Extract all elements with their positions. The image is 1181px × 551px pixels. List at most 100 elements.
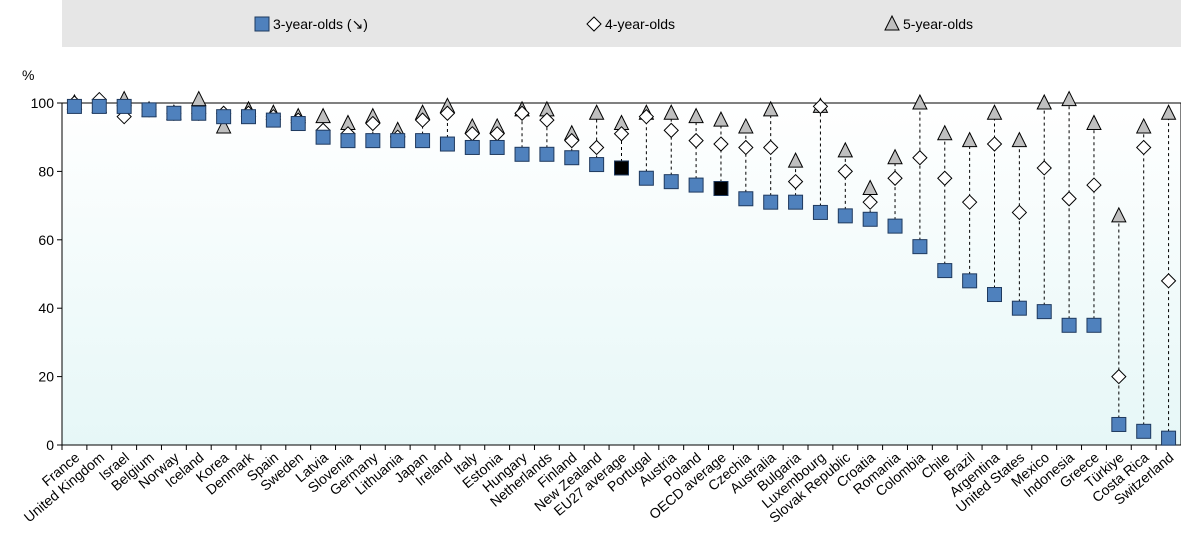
data-point [638, 170, 654, 186]
data-point [961, 194, 978, 210]
data-point [663, 104, 680, 120]
data-point [588, 104, 605, 120]
legend-band [62, 0, 1181, 47]
data-point [788, 194, 804, 210]
data-point [290, 116, 306, 132]
data-point [539, 146, 555, 162]
data-point [514, 105, 530, 121]
y-tick-label: 40 [38, 300, 54, 316]
data-point [614, 160, 629, 176]
data-point [539, 112, 555, 128]
data-point [912, 150, 928, 166]
data-point [1011, 300, 1027, 316]
data-point [1111, 206, 1127, 223]
data-point [713, 181, 729, 196]
data-point [787, 173, 804, 190]
data-point [564, 132, 580, 149]
y-tick-label: 60 [38, 232, 54, 248]
data-point [887, 218, 903, 234]
data-point [1036, 160, 1052, 176]
data-point [215, 117, 232, 134]
data-point [887, 148, 903, 165]
data-point [912, 93, 928, 110]
data-point [1061, 191, 1077, 207]
y-axis-label: % [22, 67, 34, 83]
data-point [713, 110, 729, 127]
data-point [589, 157, 605, 173]
data-point [564, 150, 580, 166]
data-point [986, 104, 1003, 120]
data-point [439, 105, 456, 121]
data-point [489, 139, 505, 155]
data-point [937, 263, 953, 279]
y-tick-label: 0 [46, 437, 54, 453]
data-point [887, 170, 903, 186]
data-point [390, 133, 406, 149]
data-point [1036, 304, 1052, 320]
data-point [688, 132, 704, 149]
data-point [1061, 90, 1077, 107]
y-tick-label: 20 [38, 369, 54, 385]
data-point [837, 163, 854, 180]
data-point [190, 90, 207, 107]
y-tick-label: 100 [31, 95, 55, 111]
data-point [862, 211, 878, 227]
data-point [191, 105, 207, 121]
data-point [763, 194, 779, 210]
data-point [937, 170, 953, 186]
data-point [91, 98, 107, 114]
data-point [613, 126, 630, 142]
data-point [414, 112, 431, 128]
data-point [1011, 204, 1028, 221]
data-point [987, 287, 1002, 303]
data-point [1011, 131, 1028, 148]
data-point [1135, 117, 1152, 134]
data-point [962, 273, 978, 289]
data-point [936, 124, 953, 141]
data-point [738, 117, 754, 134]
data-point [1111, 368, 1127, 385]
data-point [439, 136, 455, 152]
data-point [216, 109, 232, 125]
data-point [1135, 139, 1152, 156]
data-point [961, 131, 978, 148]
data-point [141, 102, 157, 118]
data-point [1036, 93, 1053, 110]
data-point [663, 122, 679, 139]
data-point [837, 141, 854, 158]
legend-label: 3-year-olds (↘) [273, 16, 368, 32]
data-point [638, 108, 655, 125]
data-point [315, 129, 331, 145]
data-point [713, 136, 729, 152]
data-point [514, 146, 530, 162]
data-point [663, 174, 679, 190]
y-tick-label: 80 [38, 163, 54, 179]
data-point [265, 112, 281, 128]
data-point [1160, 104, 1177, 120]
data-point [464, 139, 480, 155]
data-point [1161, 430, 1177, 446]
data-point [762, 139, 779, 156]
data-point [762, 100, 779, 117]
data-point [588, 139, 605, 156]
data-point [812, 98, 829, 115]
data-point [166, 105, 182, 121]
data-point [986, 136, 1003, 152]
data-point [862, 194, 878, 210]
data-point [1061, 317, 1077, 333]
legend-label: 4-year-olds [605, 16, 675, 32]
data-point [1086, 317, 1102, 333]
data-point [688, 177, 704, 193]
data-point [1160, 273, 1177, 289]
data-point [1111, 416, 1127, 432]
legend-symbol [586, 16, 602, 32]
data-point [1086, 114, 1102, 131]
data-point [738, 139, 754, 156]
data-point [116, 98, 132, 114]
legend-symbol [254, 16, 270, 32]
data-point [812, 204, 828, 220]
legend-label: 5-year-olds [903, 16, 973, 32]
data-point [340, 133, 356, 149]
data-point [241, 109, 256, 125]
